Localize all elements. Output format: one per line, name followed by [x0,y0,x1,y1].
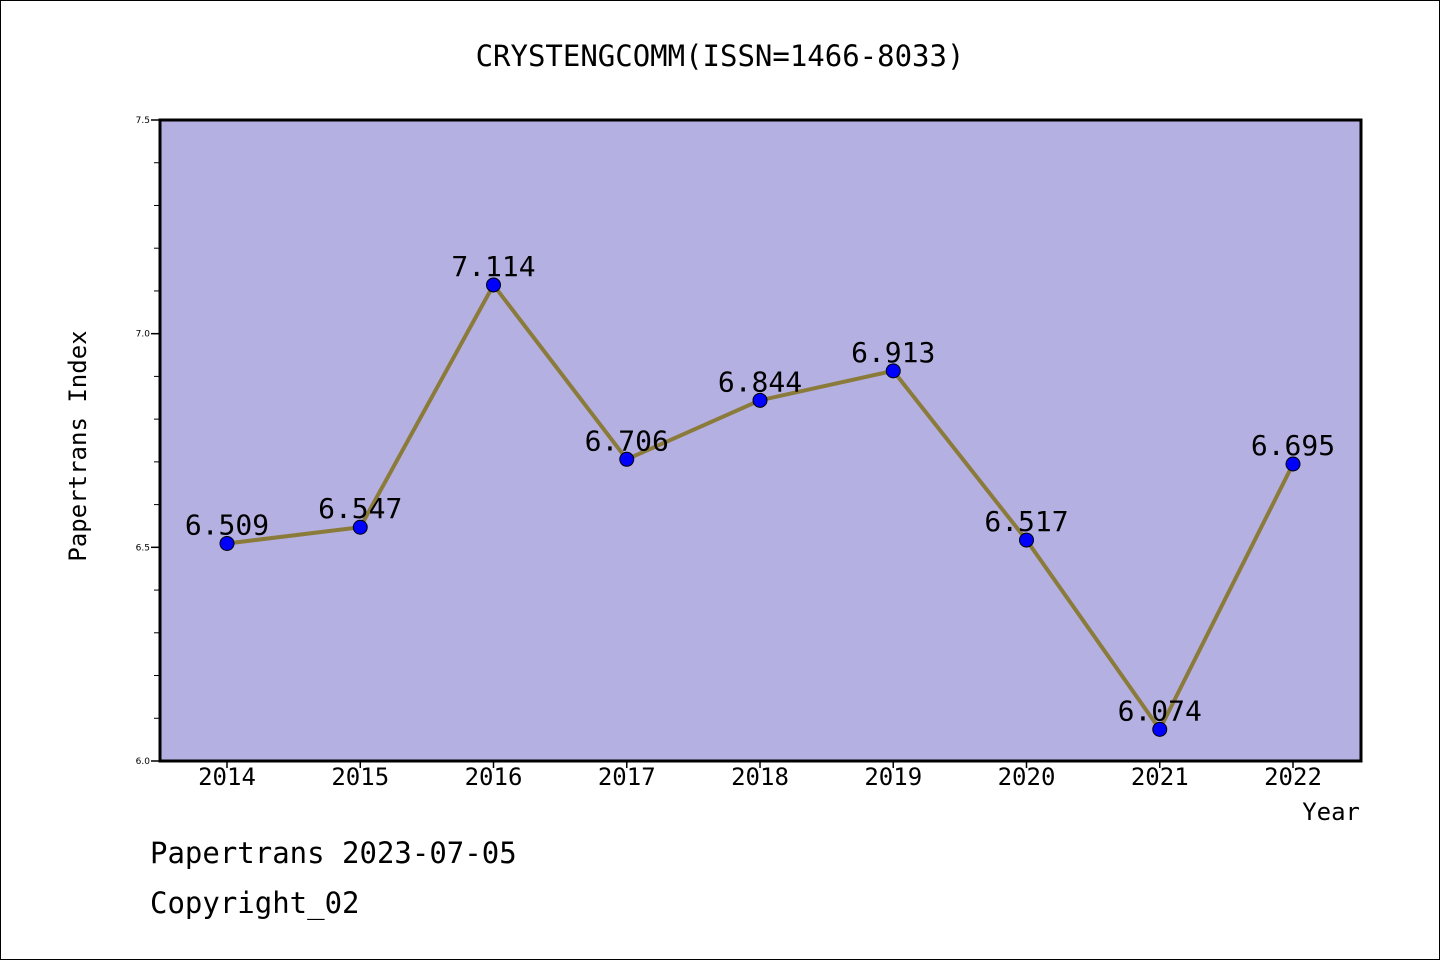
data-point [885,363,901,379]
x-tick-label: 2021 [1131,763,1189,791]
data-label: 6.706 [585,424,669,457]
data-label: 6.517 [984,505,1068,538]
y-axis: 6.0 6.5 7.0 7.5 [136,116,160,767]
x-tick-label: 2016 [465,763,523,791]
data-point [1152,721,1168,737]
x-tick-label: 2020 [998,763,1056,791]
x-tick-label: 2015 [331,763,389,791]
data-label: 6.074 [1118,694,1202,727]
data-point [752,392,768,408]
plot-area [160,120,1361,761]
x-tick-label: 2018 [731,763,789,791]
data-label: 6.695 [1251,429,1335,462]
series-layer [219,277,1301,737]
data-point [1285,456,1301,472]
y-tick-label: 6.5 [136,543,150,553]
y-tick-label: 7.0 [136,330,151,340]
data-label: 7.114 [451,250,535,283]
data-label: 6.509 [185,508,269,541]
data-point [219,535,235,551]
footer-date: Papertrans 2023-07-05 [150,836,517,870]
y-axis-label: Papertrans Index [64,330,92,561]
footer-copyright: Copyright_02 [150,886,360,920]
data-label: 6.913 [851,336,935,369]
x-tick-label: 2022 [1264,763,1322,791]
data-point [486,277,501,293]
data-label: 6.844 [718,365,802,398]
data-label: 6.547 [318,492,402,525]
x-axis: 2014 2015 2016 2017 2018 2019 2020 2021 2022 [198,761,1322,791]
data-point [1019,532,1034,548]
x-tick-label: 2017 [598,763,656,791]
data-point [619,451,635,467]
x-tick-label: 2019 [864,763,922,791]
data-point [352,519,368,535]
y-tick-label: 7.5 [136,116,150,126]
x-tick-label: 2014 [198,763,256,791]
x-axis-label: Year [1302,798,1360,826]
chart-title: CRYSTENGCOMM(ISSN=1466-8033) [476,39,965,73]
plot-border [158,118,1363,763]
data-label-layer: 6.509 6.547 7.114 6.706 6.844 6.913 6.517 6.074… [185,250,1335,727]
y-tick-label: 6.0 [136,757,151,767]
